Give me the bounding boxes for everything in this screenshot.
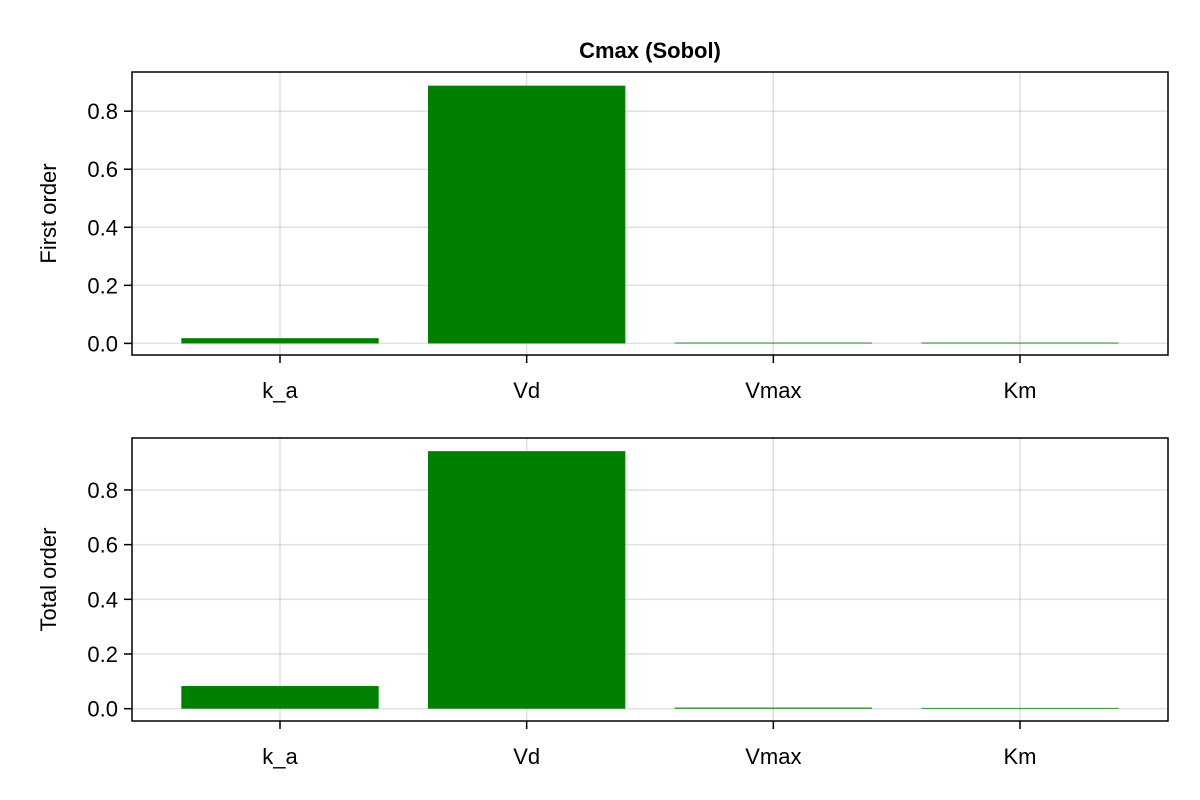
plot-frame [131,437,1169,722]
bar-vmax [674,707,872,709]
x-tick-label: k_a [262,378,298,403]
bar-km [921,707,1119,709]
chart-title: Cmax (Sobol) [579,38,721,63]
y-tick-label: 0.6 [87,533,118,558]
y-tick-label: 0.8 [87,99,118,124]
x-tick-label: k_a [262,744,298,769]
y-tick-label: 0.0 [87,331,118,356]
y-tick-label: 0.6 [87,157,118,182]
x-tick-label: Vd [513,378,540,403]
bar-vd [428,451,626,709]
y-tick-label: 0.0 [87,697,118,722]
y-tick-label: 0.2 [87,642,118,667]
plot-frame [131,71,1169,356]
bar-k-a [181,338,379,344]
y-tick-label: 0.4 [87,587,118,612]
bar-vmax [674,342,872,344]
y-tick-label: 0.4 [87,215,118,240]
y-tick-label: 0.8 [87,478,118,503]
x-tick-label: Km [1004,744,1037,769]
y-tick-label: 0.2 [87,273,118,298]
x-tick-label: Vd [513,744,540,769]
bar-km [921,342,1119,344]
x-tick-label: Km [1004,378,1037,403]
y-axis-label: First order [36,163,61,263]
x-tick-label: Vmax [745,378,801,403]
x-tick-label: Vmax [745,744,801,769]
bar-vd [428,85,626,344]
y-axis-label: Total order [36,528,61,632]
bar-k-a [181,686,379,709]
